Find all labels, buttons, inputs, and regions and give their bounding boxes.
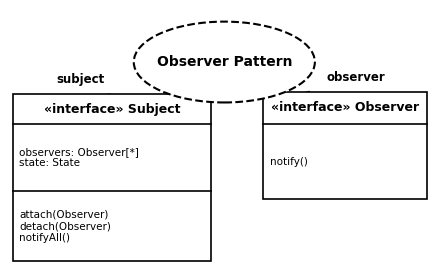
Bar xyxy=(263,92,427,199)
Text: «interface» Observer: «interface» Observer xyxy=(271,101,419,114)
Text: «interface» Subject: «interface» Subject xyxy=(44,103,180,116)
Text: subject: subject xyxy=(56,73,105,86)
Text: notify(): notify() xyxy=(270,157,308,167)
Bar xyxy=(13,94,211,262)
Text: Observer Pattern: Observer Pattern xyxy=(157,55,292,69)
Text: observer: observer xyxy=(326,71,385,84)
Text: attach(Observer)
detach(Observer)
notifyAll(): attach(Observer) detach(Observer) notify… xyxy=(19,210,111,243)
Text: observers: Observer[*]
state: State: observers: Observer[*] state: State xyxy=(19,147,139,168)
Ellipse shape xyxy=(134,22,315,103)
